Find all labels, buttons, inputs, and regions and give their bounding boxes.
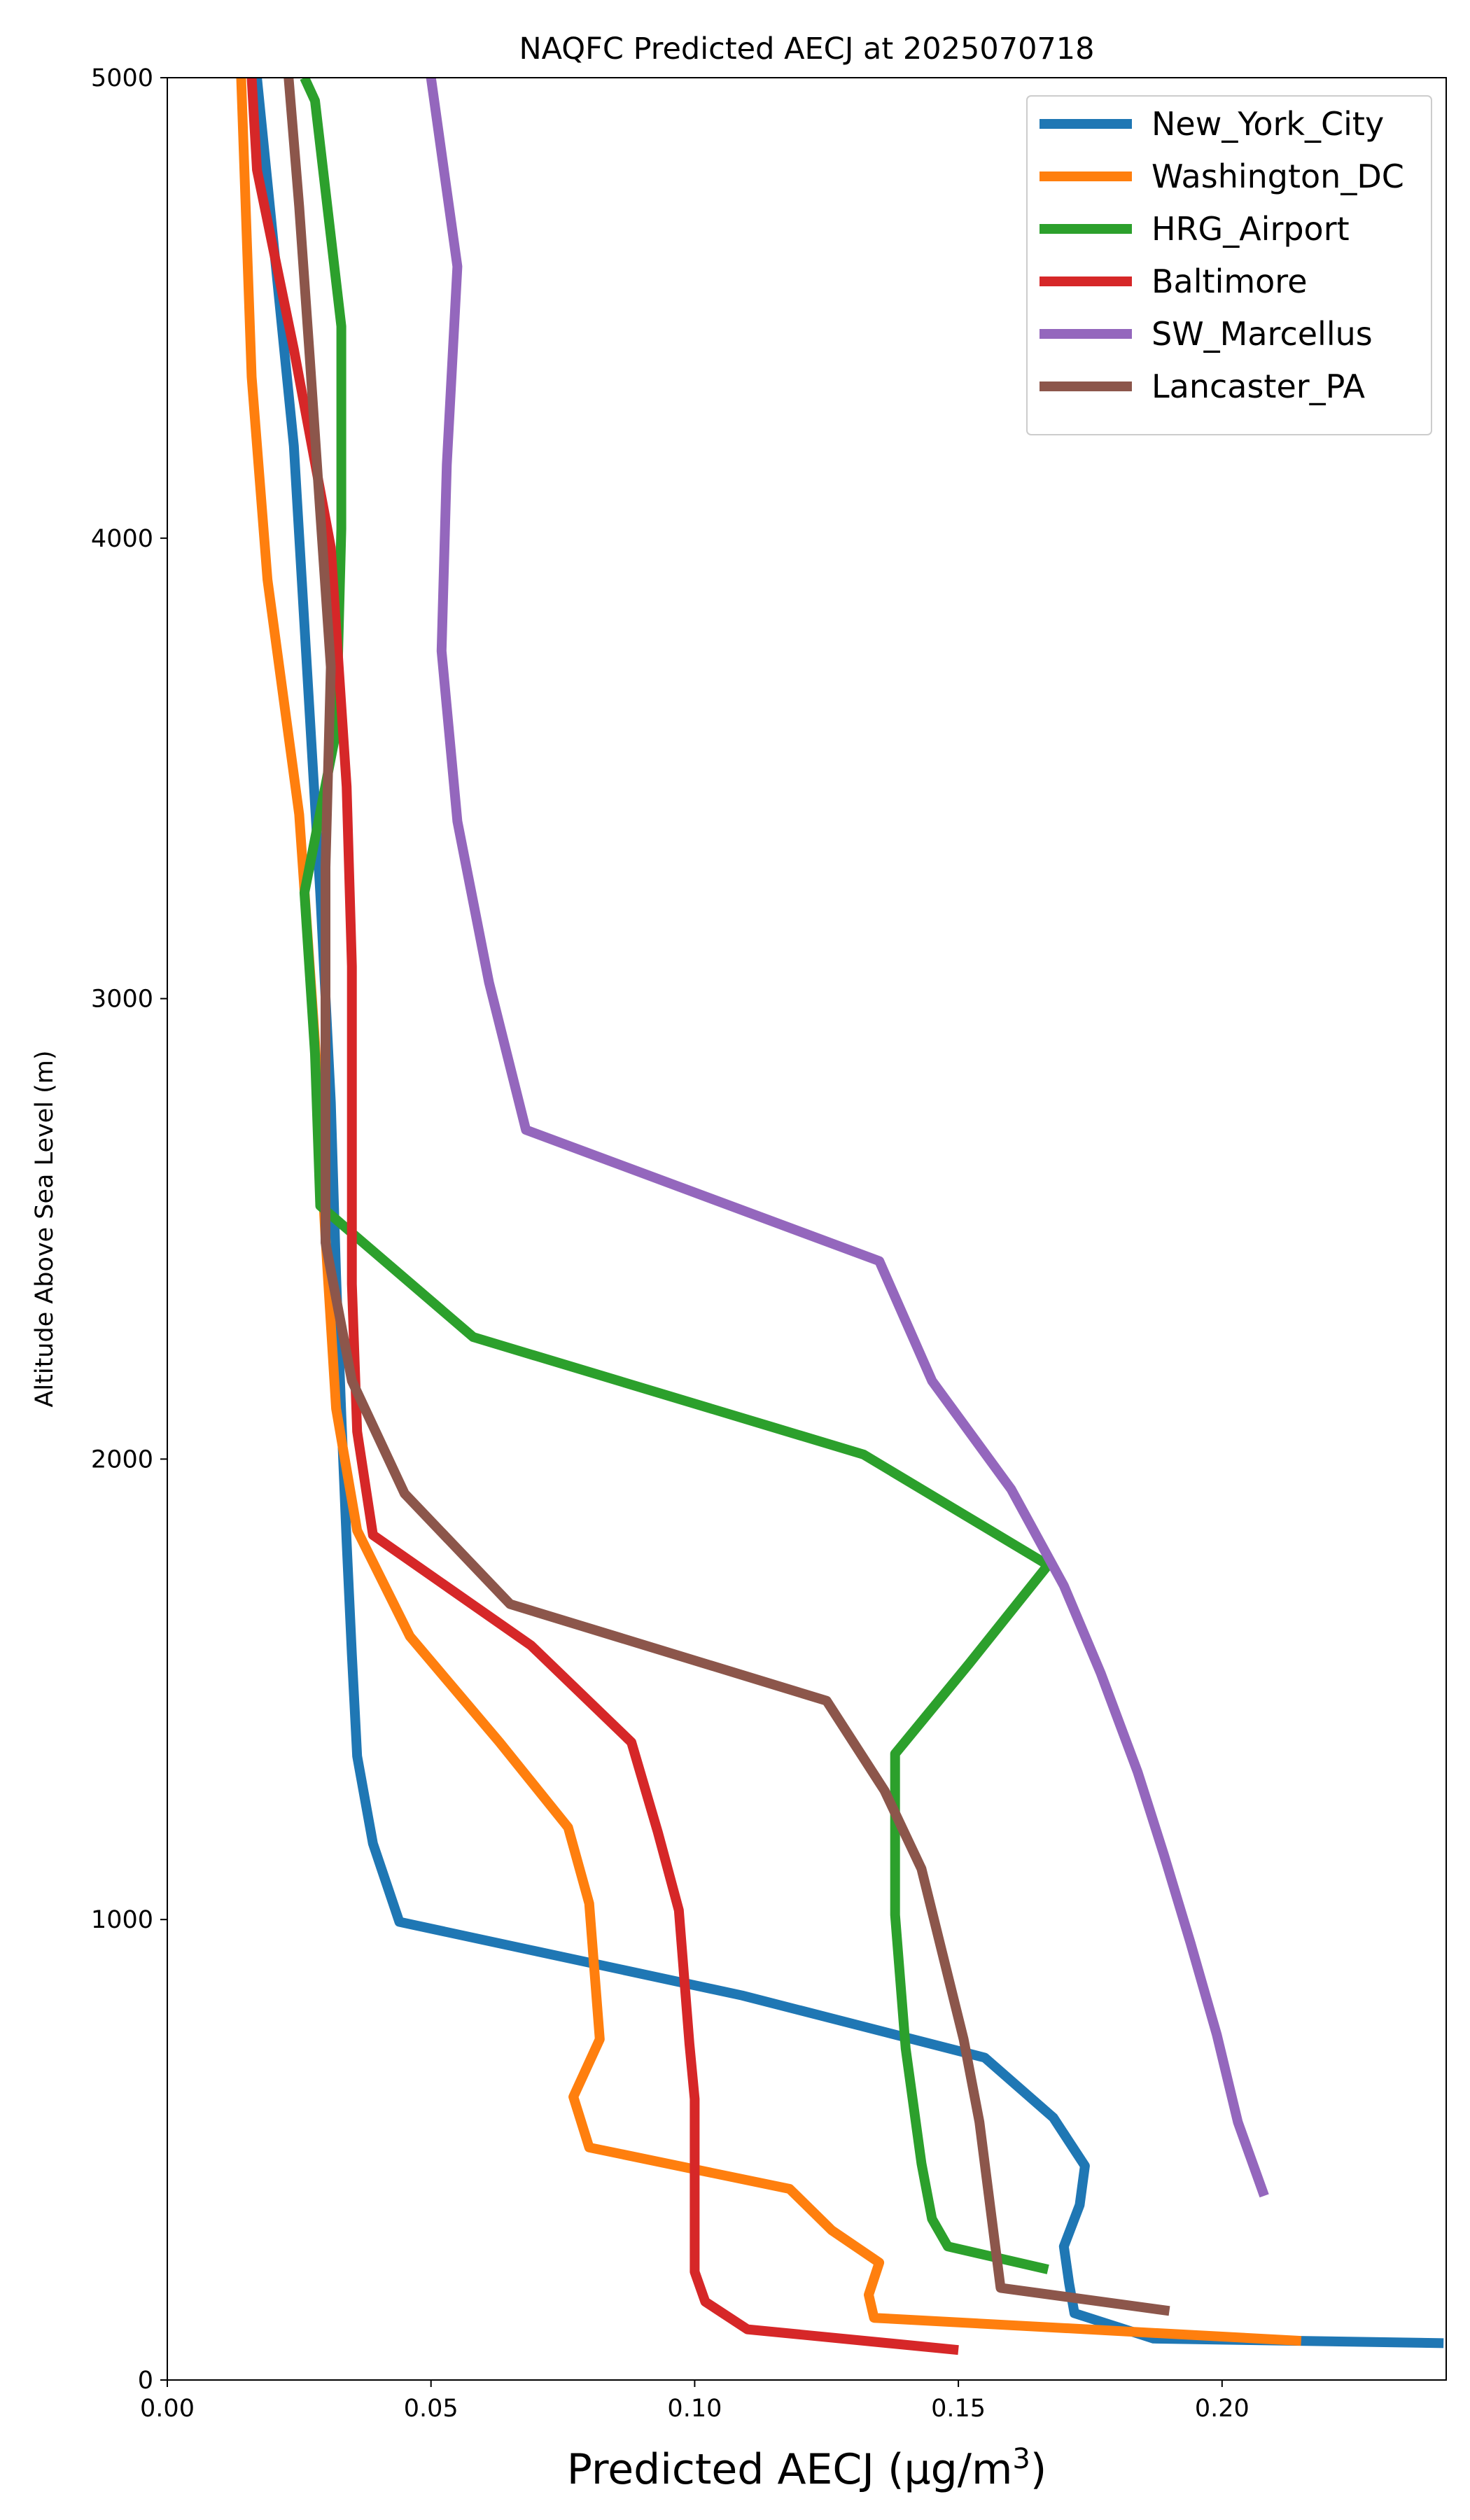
x-axis-label-main: Predicted AECJ (μg/m: [567, 2445, 1013, 2494]
legend: New_York_City Washington_DC HRG_Airport Bal…: [1026, 95, 1432, 435]
x-tick-label: 0.15: [931, 2395, 986, 2423]
series-line-baltimore: [246, 78, 959, 2356]
series-line-lancaster-pa: [284, 78, 1170, 2316]
x-axis: 0.00 0.05 0.10 0.15 0.20: [140, 2380, 1250, 2423]
x-axis-label: Predicted AECJ (μg/m3): [567, 2443, 1047, 2494]
series-line-sw-marcellus: [426, 78, 1269, 2198]
x-tick-label: 0.05: [404, 2395, 458, 2423]
y-tick-label: 3000: [91, 986, 153, 1014]
x-axis-label-tail: ): [1030, 2445, 1046, 2494]
y-tick-label: 5000: [91, 64, 153, 92]
series-line-new-york-city: [252, 78, 1444, 2348]
legend-label: Washington_DC: [1152, 158, 1404, 195]
legend-label: Baltimore: [1152, 262, 1308, 300]
legend-label: HRG_Airport: [1152, 210, 1350, 248]
series-layer: [236, 78, 1444, 2356]
x-tick-label: 0.20: [1195, 2395, 1250, 2423]
y-tick-label: 1000: [91, 1906, 153, 1934]
series-line-hrg-airport: [299, 78, 1054, 2274]
x-tick-label: 0.10: [667, 2395, 722, 2423]
y-axis: 0 1000 2000 3000 4000 5000: [91, 64, 167, 2395]
legend-label: SW_Marcellus: [1152, 315, 1373, 353]
y-axis-label: Altitude Above Sea Level (m): [31, 1050, 59, 1407]
chart-title: NAQFC Predicted AECJ at 2025070718: [519, 31, 1094, 66]
legend-label: Lancaster_PA: [1152, 368, 1365, 405]
legend-label: New_York_City: [1152, 105, 1384, 143]
plot-frame: [167, 77, 1447, 2381]
y-tick-label: 0: [138, 2367, 153, 2395]
y-tick-label: 2000: [91, 1446, 153, 1474]
x-tick-label: 0.00: [140, 2395, 195, 2423]
x-axis-label-superscript: 3: [1012, 2443, 1030, 2475]
y-tick-label: 4000: [91, 525, 153, 553]
